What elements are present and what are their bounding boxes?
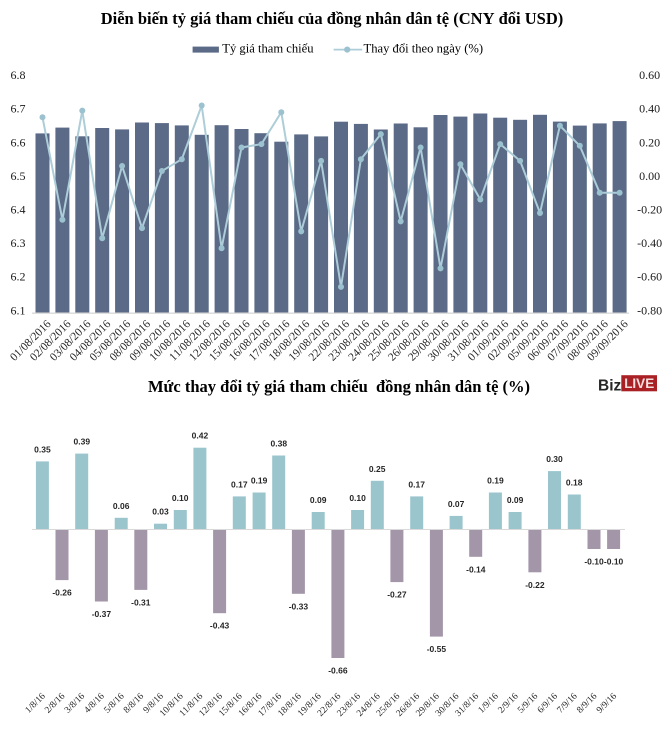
svg-text:-0.14: -0.14: [466, 564, 486, 574]
svg-text:0.38: 0.38: [271, 439, 288, 449]
svg-text:0.00: 0.00: [639, 169, 660, 183]
svg-text:-0.37: -0.37: [92, 609, 112, 619]
svg-text:-0.66: -0.66: [328, 666, 348, 676]
svg-text:3/8/16: 3/8/16: [63, 691, 87, 715]
svg-text:-0.60: -0.60: [637, 270, 662, 284]
svg-text:Mức thay đổi tỷ giá tham chiếu: Mức thay đổi tỷ giá tham chiếu đồng nhân…: [148, 377, 530, 396]
svg-text:0.17: 0.17: [231, 479, 248, 489]
svg-text:-0.55: -0.55: [427, 644, 447, 654]
svg-text:0.07: 0.07: [448, 499, 465, 509]
svg-text:6.2: 6.2: [11, 270, 26, 284]
svg-text:0.06: 0.06: [113, 501, 130, 511]
svg-text:5/8/16: 5/8/16: [103, 691, 127, 715]
svg-text:6.7: 6.7: [11, 102, 26, 116]
svg-text:1/8/16: 1/8/16: [24, 691, 48, 715]
svg-text:6.8: 6.8: [11, 68, 26, 82]
svg-text:6.3: 6.3: [11, 236, 26, 250]
svg-text:4/8/16: 4/8/16: [83, 691, 107, 715]
svg-text:-0.40: -0.40: [637, 236, 662, 250]
svg-text:5/9/16: 5/9/16: [516, 691, 540, 715]
svg-text:-0.10: -0.10: [604, 557, 624, 567]
svg-text:0.40: 0.40: [639, 102, 660, 116]
svg-text:6.1: 6.1: [11, 303, 26, 317]
svg-text:Tỷ giá tham chiếu: Tỷ giá tham chiếu: [222, 41, 314, 55]
svg-text:0.03: 0.03: [152, 507, 169, 517]
svg-text:6/9/16: 6/9/16: [536, 691, 560, 715]
svg-text:2/8/16: 2/8/16: [43, 691, 67, 715]
svg-text:-0.22: -0.22: [525, 580, 545, 590]
svg-text:-0.31: -0.31: [131, 597, 151, 607]
svg-text:0.42: 0.42: [192, 431, 209, 441]
svg-text:0.10: 0.10: [172, 493, 189, 503]
svg-text:8/8/16: 8/8/16: [122, 691, 146, 715]
svg-text:0.09: 0.09: [310, 495, 327, 505]
svg-text:0.19: 0.19: [487, 476, 504, 486]
svg-text:0.10: 0.10: [349, 493, 366, 503]
svg-text:8/9/16: 8/9/16: [575, 691, 599, 715]
svg-text:0.25: 0.25: [369, 464, 386, 474]
svg-text:1/9/16: 1/9/16: [477, 691, 501, 715]
svg-text:-0.20: -0.20: [637, 203, 662, 217]
svg-text:0.60: 0.60: [639, 68, 660, 82]
svg-text:Diễn biến tỷ giá tham chiếu củ: Diễn biến tỷ giá tham chiếu của đồng nhâ…: [101, 9, 564, 28]
svg-text:-0.80: -0.80: [637, 303, 662, 317]
svg-text:6.6: 6.6: [11, 135, 26, 149]
svg-text:0.39: 0.39: [74, 437, 91, 447]
svg-text:0.30: 0.30: [546, 454, 563, 464]
svg-text:LIVE: LIVE: [624, 376, 654, 391]
svg-text:-0.33: -0.33: [289, 601, 309, 611]
svg-text:-0.43: -0.43: [210, 621, 230, 631]
svg-text:-0.10: -0.10: [584, 557, 604, 567]
svg-text:Biz: Biz: [598, 378, 622, 395]
svg-text:6.4: 6.4: [11, 203, 26, 217]
svg-text:0.18: 0.18: [566, 478, 583, 488]
svg-text:-0.27: -0.27: [387, 590, 407, 600]
svg-text:0.17: 0.17: [408, 479, 425, 489]
svg-text:6.5: 6.5: [11, 169, 26, 183]
svg-text:0.20: 0.20: [639, 135, 660, 149]
svg-text:9/9/16: 9/9/16: [595, 691, 619, 715]
svg-text:0.35: 0.35: [34, 444, 51, 454]
svg-text:0.09: 0.09: [507, 495, 524, 505]
svg-text:2/9/16: 2/9/16: [497, 691, 521, 715]
svg-text:Thay đổi theo ngày (%): Thay đổi theo ngày (%): [364, 41, 484, 55]
svg-text:0.19: 0.19: [251, 476, 268, 486]
svg-text:7/9/16: 7/9/16: [556, 691, 580, 715]
svg-text:-0.26: -0.26: [52, 588, 72, 598]
